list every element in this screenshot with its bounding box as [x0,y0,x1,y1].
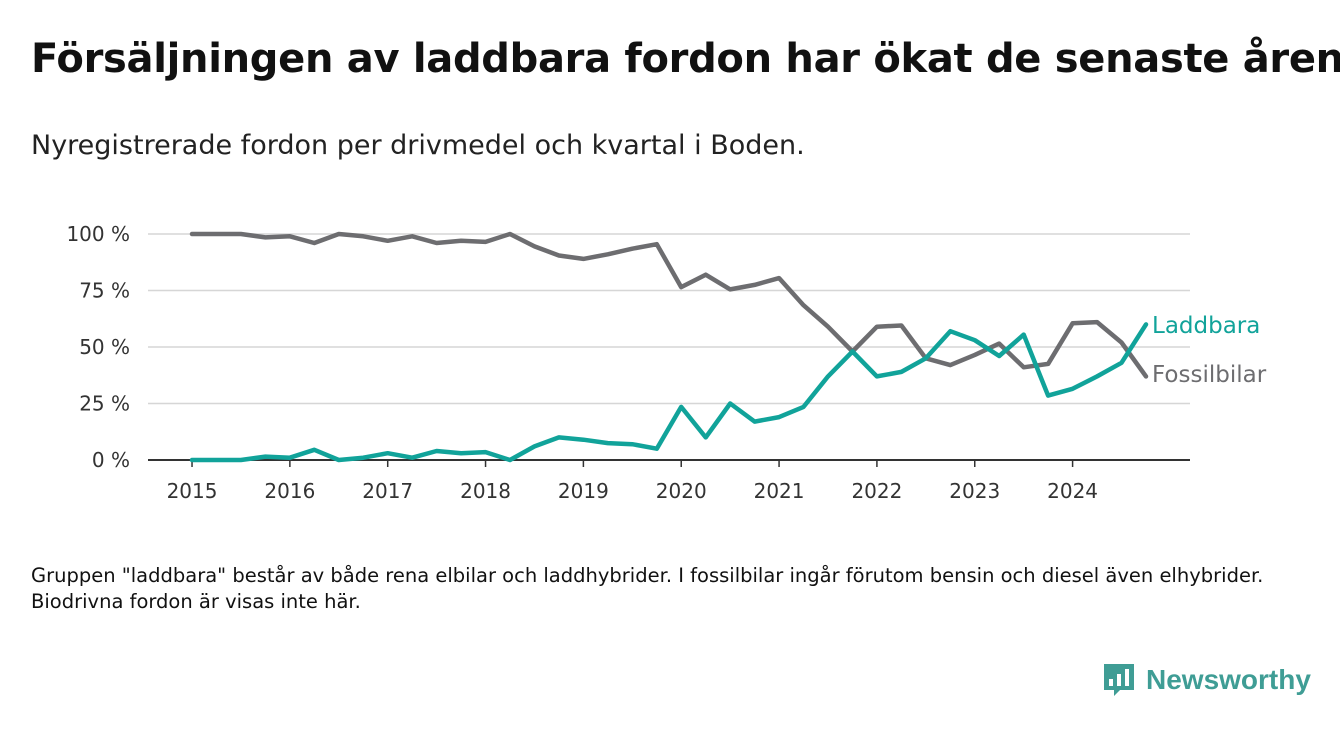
y-tick-label: 75 % [79,279,130,303]
gridlines [148,233,1190,405]
x-axis: 2015 2016 2017 2018 2019 2020 2021 2022 2023 2024 [148,459,1190,503]
newsworthy-logo[interactable]: Newsworthy [1102,662,1311,698]
y-axis-ticks: 0 % 25 % 50 % 75 % 100 % [66,222,130,472]
x-tick-label: 2018 [460,479,511,503]
bar-chart-logo-icon [1104,664,1134,696]
chart-subtitle: Nyregistrerade fordon per drivmedel och … [31,130,805,161]
x-tick-label: 2017 [362,479,413,503]
inline-legend: Laddbara Fossilbilar [1152,313,1267,388]
logo-text: Newsworthy [1146,664,1311,695]
y-tick-label: 100 % [66,222,130,246]
series-lines [189,231,1149,463]
legend-label-laddbara: Laddbara [1152,313,1260,339]
x-tick-label: 2023 [949,479,1000,503]
y-tick-label: 50 % [79,335,130,359]
legend-label-fossilbilar: Fossilbilar [1152,362,1267,388]
line-chart: 0 %25 %50 %75 %100 % 2015 2016 2017 2018 201… [66,222,1267,503]
x-tick-label: 2022 [851,479,902,503]
x-tick-label: 2015 [167,479,218,503]
chart-title: Försäljningen av laddbara fordon har öka… [31,36,1340,82]
x-tick-label: 2024 [1047,479,1098,503]
y-tick-label: 0 % [92,448,130,472]
footnote: Gruppen "laddbara" består av både rena e… [31,564,1264,613]
x-tick-label: 2020 [656,479,707,503]
x-tick-label: 2016 [264,479,315,503]
x-tick-label: 2021 [754,479,805,503]
series-line-laddbara [189,322,1149,463]
y-tick-label: 25 % [79,392,130,416]
x-tick-label: 2019 [558,479,609,503]
